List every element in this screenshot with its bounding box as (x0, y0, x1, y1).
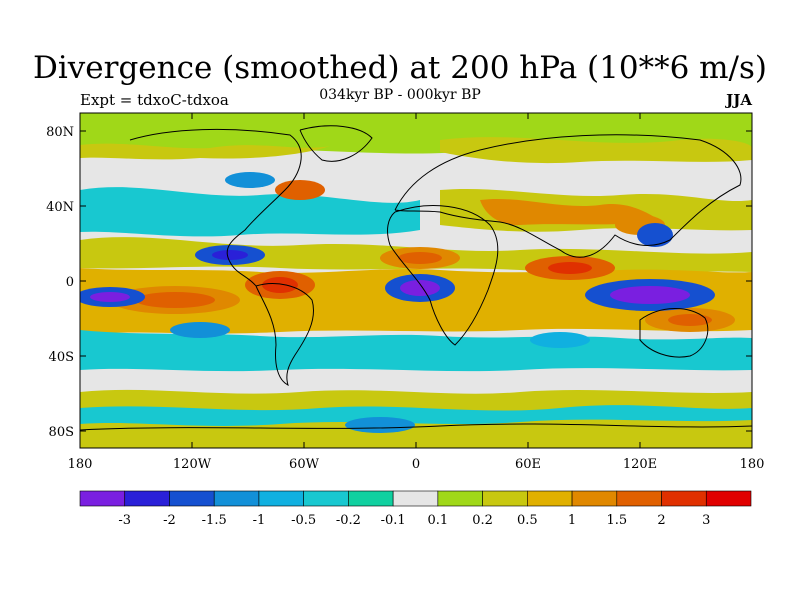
field-lobe (212, 250, 248, 260)
season-label: JJA (726, 91, 752, 109)
colorbar: -3 -2 -1.5 -1 -0.5 -0.2 -0.1 0.1 0.2 0.5 1 1.5 2 3 (79, 490, 752, 528)
field-lobe (398, 252, 442, 264)
field-lobe (400, 280, 440, 296)
field-band (80, 187, 420, 237)
field-lobe (90, 292, 130, 302)
colorbar-swatch (437, 490, 483, 507)
field-band (480, 198, 660, 226)
field-lobe (345, 417, 415, 433)
field-lobe (135, 292, 215, 308)
lon-tick-label: 120E (623, 457, 657, 472)
colorbar-swatch (124, 490, 170, 507)
coastline-south-america (255, 283, 314, 386)
coastline-greenland (299, 125, 373, 162)
field-lobe (610, 286, 690, 304)
colorbar-label: 1 (568, 513, 576, 528)
field-lobe (275, 180, 325, 200)
colorbar-swatch (392, 490, 439, 507)
colorbar-label: -0.1 (381, 513, 406, 528)
colorbar-swatch (705, 490, 752, 507)
map-title: Divergence (smoothed) at 200 hPa (10**6 … (33, 50, 767, 86)
field-band (440, 137, 752, 164)
longitude-axis: 180 120W 60W 0 60E 120E 180 (68, 113, 765, 472)
colorbar-label: 1.5 (606, 513, 627, 528)
colorbar-swatch (527, 490, 573, 507)
lat-tick-label: 80N (46, 125, 74, 140)
field-band (80, 405, 752, 426)
field-band (80, 143, 330, 160)
colorbar-swatch (258, 490, 304, 507)
divergence-field (80, 113, 752, 448)
colorbar-label: -3 (118, 513, 131, 528)
colorbar-label: 2 (657, 513, 665, 528)
colorbar-swatch (661, 490, 707, 507)
colorbar-label: -0.2 (336, 513, 361, 528)
coastline-australia (639, 308, 709, 358)
colorbar-swatch (348, 490, 394, 507)
colorbar-swatch (213, 490, 260, 507)
coastlines (80, 125, 752, 431)
colorbar-label: -2 (163, 513, 176, 528)
lat-tick-label: 40S (49, 350, 74, 365)
colorbar-label: 0.1 (428, 513, 449, 528)
lon-tick-label: 60E (515, 457, 541, 472)
field-lobe (548, 262, 592, 274)
colorbar-label: 0.5 (517, 513, 538, 528)
coastline-eurasia (394, 134, 742, 258)
colorbar-label: -1.5 (202, 513, 227, 528)
latitude-axis: 80N 40N 0 40S 80S (46, 125, 752, 440)
field-lobe (530, 332, 590, 348)
lon-tick-label: 120W (173, 457, 212, 472)
lon-tick-label: 60W (289, 457, 320, 472)
colorbar-swatch (571, 490, 618, 507)
colorbar-label: 0.2 (472, 513, 493, 528)
colorbar-swatch (482, 490, 528, 507)
lat-tick-label: 40N (46, 200, 74, 215)
lat-tick-label: 0 (66, 275, 74, 290)
coastline-antarctica (80, 423, 752, 431)
colorbar-swatch (303, 490, 349, 507)
lon-tick-label: 0 (412, 457, 420, 472)
colorbar-swatch (616, 490, 662, 507)
field-lobe (170, 322, 230, 338)
colorbar-swatch (79, 490, 126, 507)
field-lobe (637, 223, 673, 247)
colorbar-swatch (169, 490, 215, 507)
field-lobe (262, 277, 298, 293)
lon-tick-label: 180 (740, 457, 765, 472)
field-lobe (668, 314, 712, 326)
lon-tick-label: 180 (68, 457, 93, 472)
lat-tick-label: 80S (49, 425, 74, 440)
field-lobe (225, 172, 275, 188)
coastline-north-america (129, 128, 302, 287)
experiment-label: Expt = tdxoC-tdxoa (80, 91, 229, 109)
colorbar-label: 3 (702, 513, 710, 528)
colorbar-label: -1 (253, 513, 266, 528)
period-label: 034kyr BP - 000kyr BP (319, 87, 481, 103)
colorbar-label: -0.5 (291, 513, 316, 528)
